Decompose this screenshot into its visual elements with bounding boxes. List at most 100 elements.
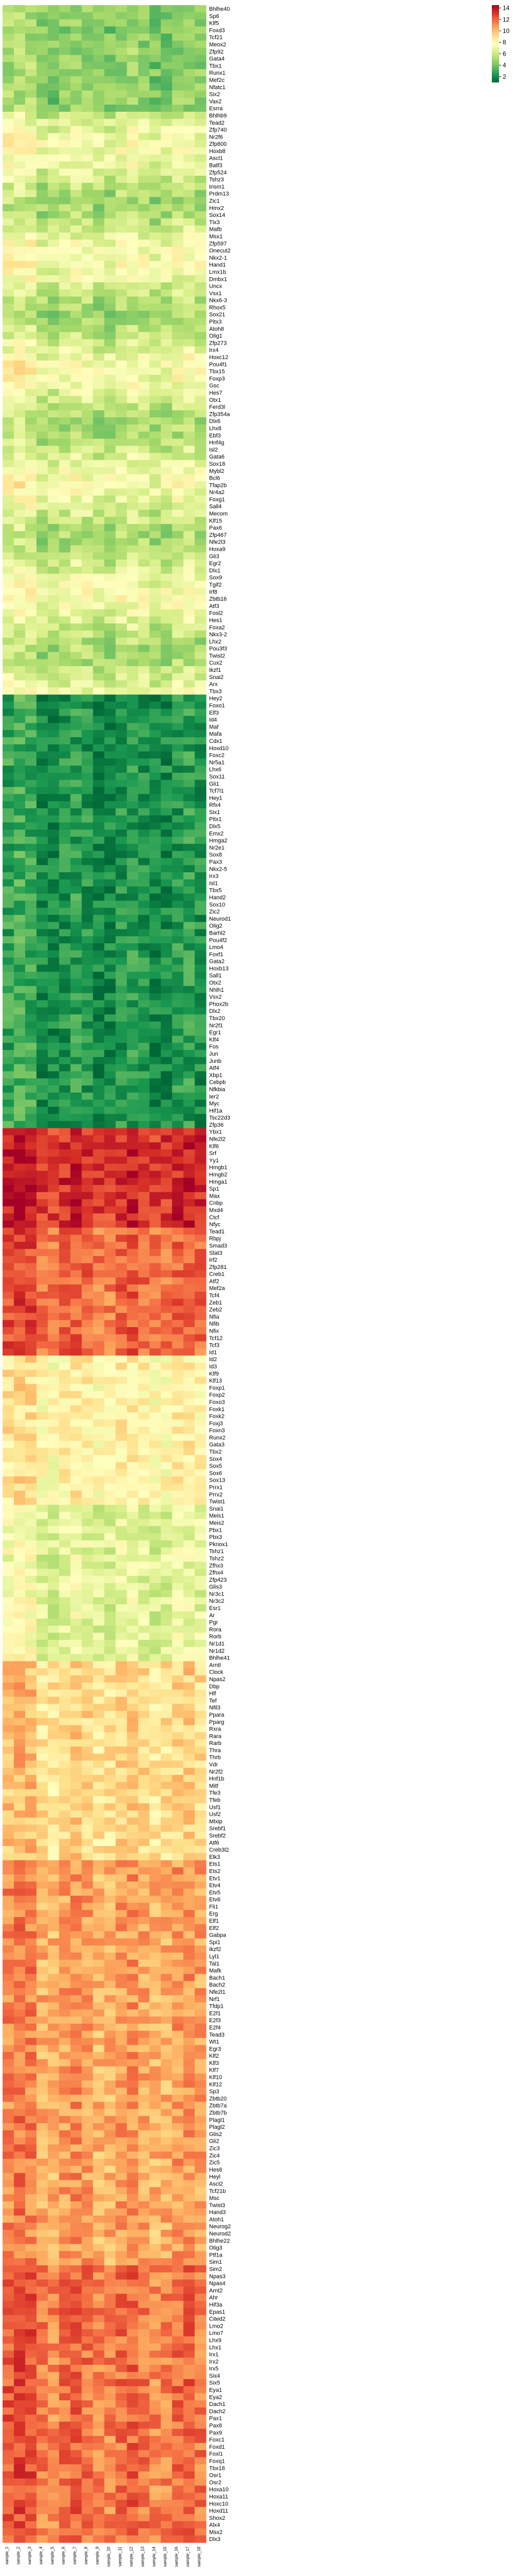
- heatmap-cell: [13, 1320, 26, 1328]
- heatmap-cell: [104, 772, 116, 781]
- heatmap-cell: [47, 410, 60, 418]
- heatmap-cell: [172, 424, 184, 432]
- heatmap-cell: [127, 730, 139, 738]
- heatmap-cell: [25, 467, 37, 475]
- heatmap-cell: [36, 1746, 48, 1754]
- heatmap-cell: [3, 858, 14, 866]
- heatmap-cell: [161, 453, 173, 461]
- heatmap-cell: [70, 388, 82, 397]
- heatmap-cell: [70, 1149, 82, 1157]
- heatmap-cell: [59, 1291, 71, 1299]
- heatmap-cell: [93, 204, 105, 212]
- heatmap-cell: [115, 1945, 127, 1953]
- heatmap-cell: [36, 943, 48, 951]
- heatmap-cell: [36, 1270, 48, 1278]
- heatmap-cell: [70, 694, 82, 702]
- heatmap-cell: [70, 133, 82, 141]
- heatmap-cell: [13, 609, 26, 617]
- heatmap-cell: [59, 1142, 71, 1150]
- heatmap-cell: [149, 1569, 161, 1577]
- heatmap-cell: [183, 481, 195, 489]
- heatmap-cell: [93, 375, 105, 382]
- heatmap-cell: [161, 666, 173, 674]
- heatmap-cell: [70, 1121, 82, 1129]
- heatmap-cell: [149, 346, 161, 354]
- heatmap-cell: [138, 858, 150, 866]
- heatmap-cell: [47, 438, 60, 446]
- heatmap-cell: [195, 1071, 207, 1079]
- heatmap-cell: [104, 1419, 116, 1427]
- heatmap-cell: [115, 1057, 127, 1065]
- heatmap-cell: [161, 19, 173, 27]
- heatmap-cell: [172, 1135, 184, 1143]
- heatmap-cell: [70, 637, 82, 646]
- heatmap-cell: [81, 1533, 94, 1541]
- heatmap-cell: [36, 1028, 48, 1036]
- heatmap-cell: [115, 1689, 127, 1697]
- heatmap-cell: [138, 1895, 150, 1904]
- heatmap-cell: [161, 843, 173, 852]
- heatmap-cell: [3, 431, 14, 439]
- heatmap-cell: [47, 1554, 60, 1562]
- heatmap-cell: [13, 126, 26, 133]
- heatmap-cell: [36, 33, 48, 41]
- heatmap-cell: [172, 517, 184, 524]
- heatmap-cell: [104, 1135, 116, 1143]
- heatmap-cell: [3, 1533, 14, 1541]
- heatmap-cell: [59, 1221, 71, 1228]
- heatmap-cell: [161, 232, 173, 240]
- heatmap-cell: [161, 182, 173, 191]
- heatmap-cell: [25, 645, 37, 652]
- heatmap-cell: [3, 1049, 14, 1058]
- heatmap-cell: [47, 616, 60, 624]
- heatmap-cell: [59, 1590, 71, 1598]
- heatmap-cell: [93, 1668, 105, 1676]
- heatmap-cell: [138, 815, 150, 823]
- heatmap-cell: [93, 779, 105, 788]
- heatmap-cell: [172, 1910, 184, 1918]
- heatmap-cell: [13, 1910, 26, 1918]
- heatmap-cell: [161, 1128, 173, 1136]
- heatmap-cell: [93, 1974, 105, 1981]
- heatmap-cell: [47, 922, 60, 930]
- heatmap-cell: [47, 680, 60, 688]
- heatmap-cell: [183, 851, 195, 859]
- heatmap-cell: [183, 1199, 195, 1207]
- heatmap-cell: [127, 972, 139, 979]
- heatmap-cell: [3, 1562, 14, 1569]
- heatmap-cell: [70, 829, 82, 837]
- heatmap-cell: [138, 978, 150, 987]
- heatmap-cell: [183, 1895, 195, 1904]
- heatmap-cell: [59, 986, 71, 994]
- heatmap-cell: [149, 460, 161, 468]
- heatmap-cell: [172, 1490, 184, 1498]
- heatmap-cell: [104, 1298, 116, 1307]
- heatmap-cell: [104, 1242, 116, 1249]
- heatmap-cell: [161, 1768, 173, 1775]
- heatmap-cell: [104, 815, 116, 823]
- heatmap-cell: [104, 1554, 116, 1562]
- heatmap-cell: [70, 76, 82, 84]
- heatmap-cell: [127, 1199, 139, 1207]
- heatmap-cell: [172, 253, 184, 262]
- heatmap-cell: [47, 1014, 60, 1022]
- heatmap-cell: [138, 1163, 150, 1172]
- heatmap-cell: [47, 1007, 60, 1015]
- heatmap-cell: [127, 204, 139, 212]
- heatmap-cell: [70, 1270, 82, 1278]
- heatmap-cell: [172, 1675, 184, 1683]
- heatmap-cell: [183, 1796, 195, 1804]
- heatmap-cell: [59, 737, 71, 745]
- heatmap-cell: [195, 1277, 207, 1285]
- heatmap-cell: [183, 595, 195, 603]
- heatmap-cell: [183, 1945, 195, 1953]
- heatmap-cell: [47, 1753, 60, 1761]
- heatmap-cell: [127, 687, 139, 695]
- heatmap-cell: [115, 154, 127, 162]
- heatmap-cell: [81, 993, 94, 1001]
- heatmap-cell: [93, 474, 105, 482]
- heatmap-cell: [36, 26, 48, 34]
- heatmap-cell: [104, 218, 116, 226]
- heatmap-cell: [59, 1277, 71, 1285]
- heatmap-cell: [25, 318, 37, 326]
